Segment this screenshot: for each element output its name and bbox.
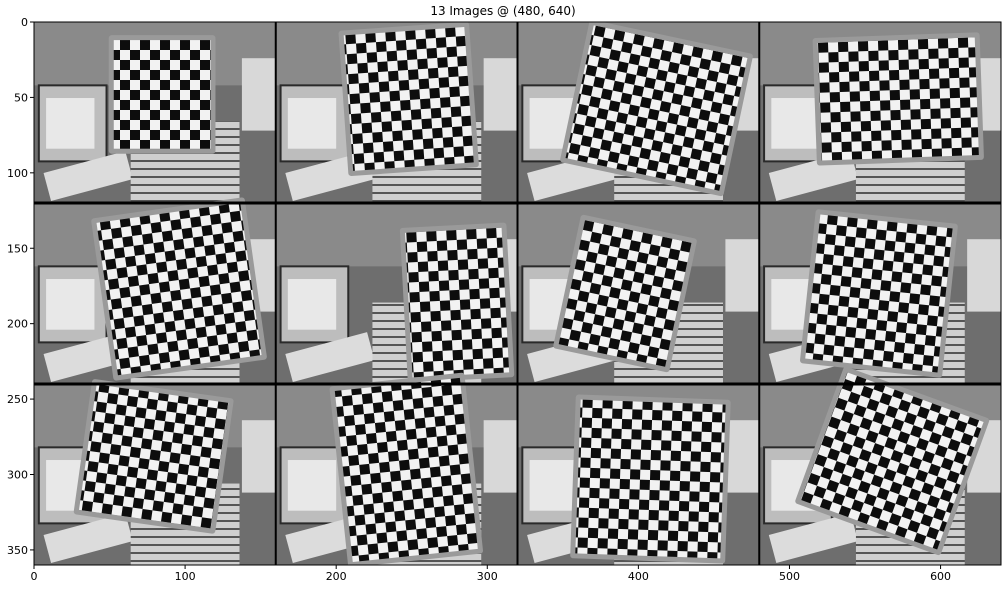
checkerboard [108,35,216,154]
checkerboard-squares [575,399,726,559]
checkerboard-squares [817,37,979,161]
keyboard [768,513,859,564]
keyboard [285,332,375,383]
whiteboard [725,239,760,312]
whiteboard [967,239,1001,312]
checkerboard [329,372,483,565]
monitor-screen [771,98,820,149]
x-tick-label: 300 [477,570,498,583]
checkerboard [812,32,984,166]
monitor-screen [46,98,95,149]
checkerboard [91,197,267,381]
checkerboard [800,209,958,378]
checkerboard-squares [565,25,748,191]
keyboard [43,513,133,564]
checkerboard [553,214,697,373]
y-tick-label: 250 [7,393,28,406]
checkerboard-squares [343,26,474,171]
monitor-screen [46,279,95,330]
x-tick-label: 100 [175,570,196,583]
y-tick-label: 150 [7,242,28,255]
image-tile [275,22,518,203]
checkerboard-squares [113,40,211,149]
whiteboard [241,58,276,131]
monitor-screen [287,98,337,149]
y-tick-label: 350 [7,544,28,557]
checkerboard-squares [558,220,692,367]
checkerboard-squares [404,227,510,378]
whiteboard [725,420,760,493]
image-tile [34,197,276,384]
image-tiles [34,22,1001,565]
x-tick-label: 200 [326,570,347,583]
checkerboard-squares [800,372,984,550]
monitor-screen [287,460,337,511]
image-tile [759,203,1001,384]
axes-frame [33,21,1002,566]
image-tile [275,203,518,384]
image-tile [34,22,276,203]
checkerboard [570,394,731,564]
monitor-screen [287,279,337,330]
image-tile [517,384,760,565]
image-tile [517,22,760,203]
x-tick-label: 600 [930,570,951,583]
monitor-screen [529,460,578,511]
checkerboard [399,222,515,383]
checkerboard-squares [334,377,478,563]
whiteboard [483,420,518,493]
checkerboard [560,22,753,197]
checkerboard-squares [805,214,953,373]
image-tile [517,203,760,384]
image-tile [759,366,1001,565]
y-tick-label: 0 [21,16,28,29]
checkerboard [73,379,234,534]
x-tick-label: 500 [779,570,800,583]
checkerboard [795,366,990,556]
whiteboard [241,420,276,493]
y-tick-label: 200 [7,318,28,331]
image-tile [275,372,518,565]
checkerboard-squares [79,384,229,529]
image-tile [759,22,1001,203]
checkerboard [338,22,479,176]
whiteboard [483,58,518,131]
keyboard [43,151,133,202]
x-tick-label: 400 [628,570,649,583]
y-tick-label: 300 [7,469,28,482]
y-tick-label: 100 [7,167,28,180]
figure-title: 13 Images @ (480, 640) [430,4,576,18]
image-tile [34,379,276,565]
y-tick-label: 50 [14,91,28,104]
x-tick-label: 0 [31,570,38,583]
checkerboard-squares [96,202,262,376]
